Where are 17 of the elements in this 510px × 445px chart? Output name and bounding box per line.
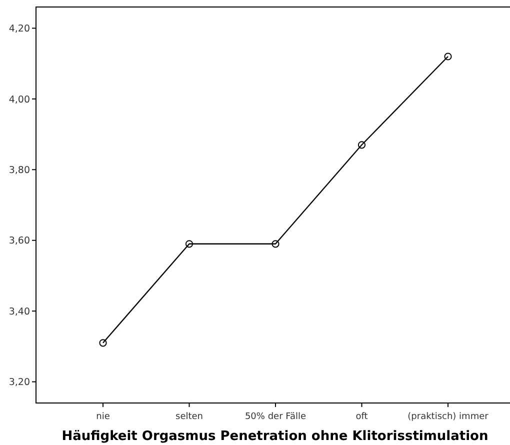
y-tick-label: 4,20 (8, 24, 30, 35)
y-tick-label: 3,80 (8, 164, 30, 176)
point (99, 339, 107, 347)
x-tick-label: nie (96, 412, 110, 422)
y-tick-label: 3,20 (8, 377, 30, 388)
x-tick-label: 50% der Fälle (244, 412, 306, 422)
y-tick-label: 3,40 (8, 306, 30, 318)
y-tick-label: 4,00 (8, 94, 30, 106)
x-tick-label: oft (356, 412, 368, 422)
point (444, 52, 452, 60)
x-tick-label: selten (176, 412, 203, 422)
x-tick-label: (praktisch) immer (408, 412, 489, 422)
x-axis-title: Häufigkeit Orgasmus Penetration ohne Klitorisstimulation (62, 429, 488, 444)
point (185, 240, 194, 248)
point (358, 141, 366, 149)
point (272, 240, 280, 248)
y-tick-label: 3,60 (8, 236, 30, 247)
